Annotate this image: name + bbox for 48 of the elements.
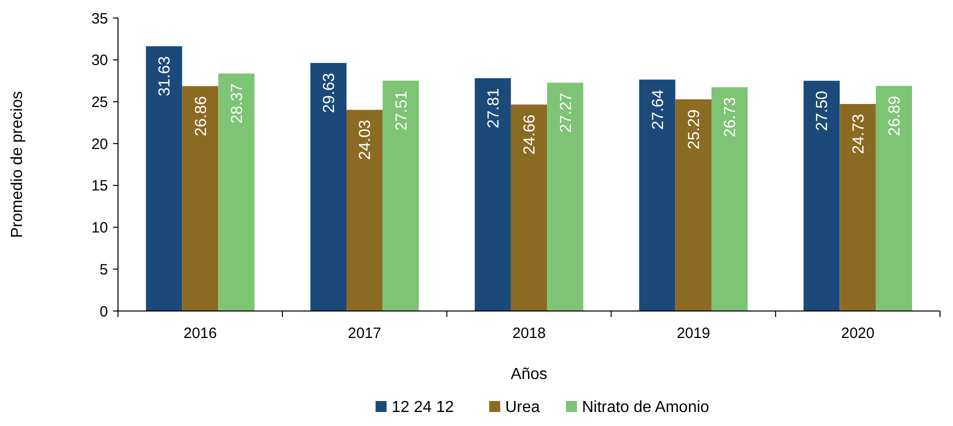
data-label: 26.73	[722, 97, 740, 138]
data-label: 25.29	[686, 109, 703, 150]
y-tick-label: 25	[91, 94, 108, 111]
bar	[474, 78, 511, 311]
bar	[639, 80, 676, 311]
y-tick-label: 5	[100, 261, 108, 278]
data-label: 27.27	[558, 92, 575, 133]
data-label: 24.03	[357, 120, 374, 160]
bar	[218, 74, 254, 311]
bar	[675, 99, 712, 311]
data-label: 26.86	[192, 96, 210, 136]
y-tick-label: 35	[91, 10, 108, 28]
data-label: 26.89	[886, 96, 904, 136]
bar	[547, 82, 584, 311]
legend-label: Urea	[505, 399, 540, 416]
bar	[182, 86, 218, 311]
x-axis-title: Años	[510, 366, 548, 383]
y-tick-label: 20	[91, 136, 108, 153]
bar	[804, 80, 840, 311]
y-tick-label: 30	[91, 52, 108, 70]
data-label: 31.63	[156, 56, 174, 96]
data-label: 27.64	[650, 90, 667, 130]
legend-label: 12 24 12	[392, 399, 454, 416]
x-tick-label: 2016	[184, 325, 217, 342]
data-label: 27.50	[814, 90, 832, 131]
data-label: 27.81	[485, 88, 502, 128]
data-label: 27.51	[393, 90, 410, 131]
bar	[382, 80, 419, 311]
bar	[310, 62, 347, 311]
bar	[711, 87, 748, 311]
bar	[346, 110, 383, 311]
y-axis-title: Promedio de precios	[9, 91, 26, 238]
y-tick-label: 10	[91, 220, 108, 237]
x-tick-label: 2018	[512, 325, 546, 342]
bar	[146, 46, 182, 311]
data-label: 24.73	[850, 114, 868, 154]
x-tick-label: 2020	[841, 325, 874, 342]
y-tick-label: 0	[100, 303, 108, 320]
bar	[876, 86, 912, 311]
legend-label: Nitrato de Amonio	[582, 399, 710, 416]
bar	[510, 104, 548, 311]
x-tick-label: 2017	[348, 325, 382, 342]
data-label: 29.63	[321, 72, 338, 113]
bar	[840, 104, 876, 311]
data-label: 24.66	[522, 114, 539, 155]
y-tick-label: 15	[91, 178, 108, 195]
x-tick-label: 2019	[676, 325, 710, 342]
data-label: 28.37	[228, 83, 246, 124]
